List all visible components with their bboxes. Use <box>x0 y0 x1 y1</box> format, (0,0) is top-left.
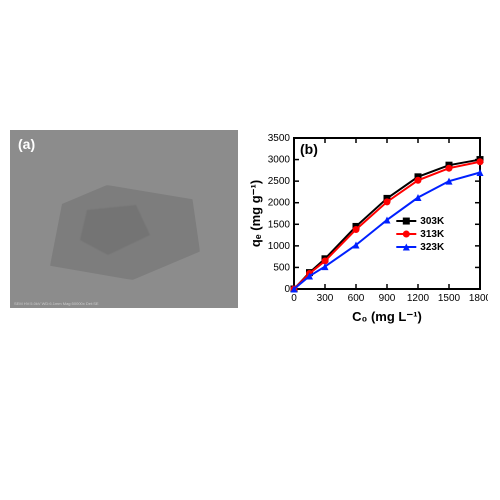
svg-text:1500: 1500 <box>438 293 461 304</box>
svg-text:303K: 303K <box>420 216 445 227</box>
svg-text:1500: 1500 <box>268 219 291 230</box>
panel-b-chart: 0 300 600 900 1200 1500 1800 0 500 1000 1500 2000 25… <box>246 130 488 325</box>
svg-text:500: 500 <box>273 262 290 273</box>
svg-text:qₑ (mg g⁻¹): qₑ (mg g⁻¹) <box>248 180 263 247</box>
svg-text:(b): (b) <box>300 141 318 157</box>
svg-text:600: 600 <box>348 293 365 304</box>
svg-text:300: 300 <box>317 293 334 304</box>
svg-text:3000: 3000 <box>268 155 291 166</box>
figure-container: (a) SEM HV:5.0kV WD:6.1mm Mag:50000x Det… <box>10 130 490 330</box>
svg-text:0: 0 <box>284 284 290 295</box>
svg-text:2500: 2500 <box>268 176 291 187</box>
svg-text:0: 0 <box>291 293 297 304</box>
panel-a-sem-image: (a) SEM HV:5.0kV WD:6.1mm Mag:50000x Det… <box>10 130 238 308</box>
panel-a-label: (a) <box>18 136 35 152</box>
svg-text:323K: 323K <box>420 242 445 253</box>
svg-text:313K: 313K <box>420 229 445 240</box>
sem-flake-shape <box>50 185 200 280</box>
svg-text:C₀ (mg L⁻¹): C₀ (mg L⁻¹) <box>352 309 422 324</box>
svg-text:900: 900 <box>379 293 396 304</box>
svg-text:1000: 1000 <box>268 241 291 252</box>
panel-a-caption: SEM HV:5.0kV WD:6.1mm Mag:50000x Det:SE <box>14 301 99 306</box>
svg-text:2000: 2000 <box>268 198 291 209</box>
svg-text:1200: 1200 <box>407 293 430 304</box>
svg-text:3500: 3500 <box>268 133 291 144</box>
chart-svg: 0 300 600 900 1200 1500 1800 0 500 1000 1500 2000 25… <box>246 130 488 325</box>
svg-text:1800: 1800 <box>469 293 488 304</box>
